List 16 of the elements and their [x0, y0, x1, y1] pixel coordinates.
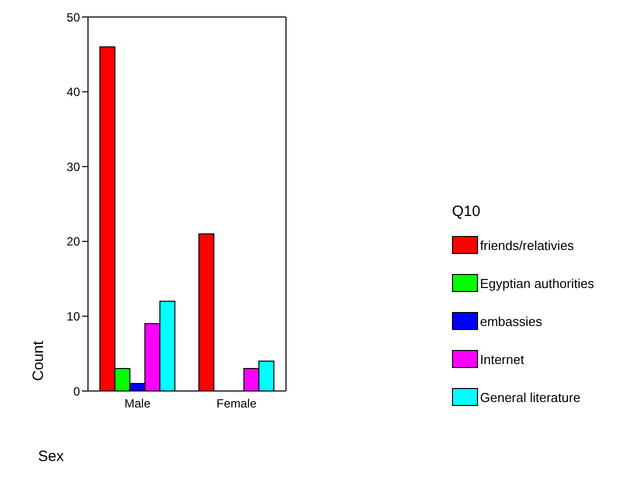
y-tick-label: 30	[66, 160, 80, 174]
y-tick-label: 50	[66, 10, 80, 24]
legend-title: Q10	[452, 203, 482, 220]
legend-label: embassies	[480, 314, 542, 328]
y-tick-label: 0	[73, 384, 80, 398]
legend-label: Internet	[480, 352, 524, 366]
x-axis-title: Sex	[38, 448, 64, 465]
y-axis-title: Count	[30, 340, 47, 381]
legend-label: General literature	[480, 390, 580, 404]
y-tick-label: 40	[66, 85, 80, 100]
x-tick-label: Female	[216, 396, 257, 411]
y-tick-label: 10	[66, 309, 80, 324]
y-tick-label: 20	[66, 234, 80, 249]
legend-label: friends/relativies	[480, 238, 574, 252]
x-tick-label: Male	[124, 396, 151, 411]
legend-label: Egyptian authorities	[480, 276, 594, 290]
